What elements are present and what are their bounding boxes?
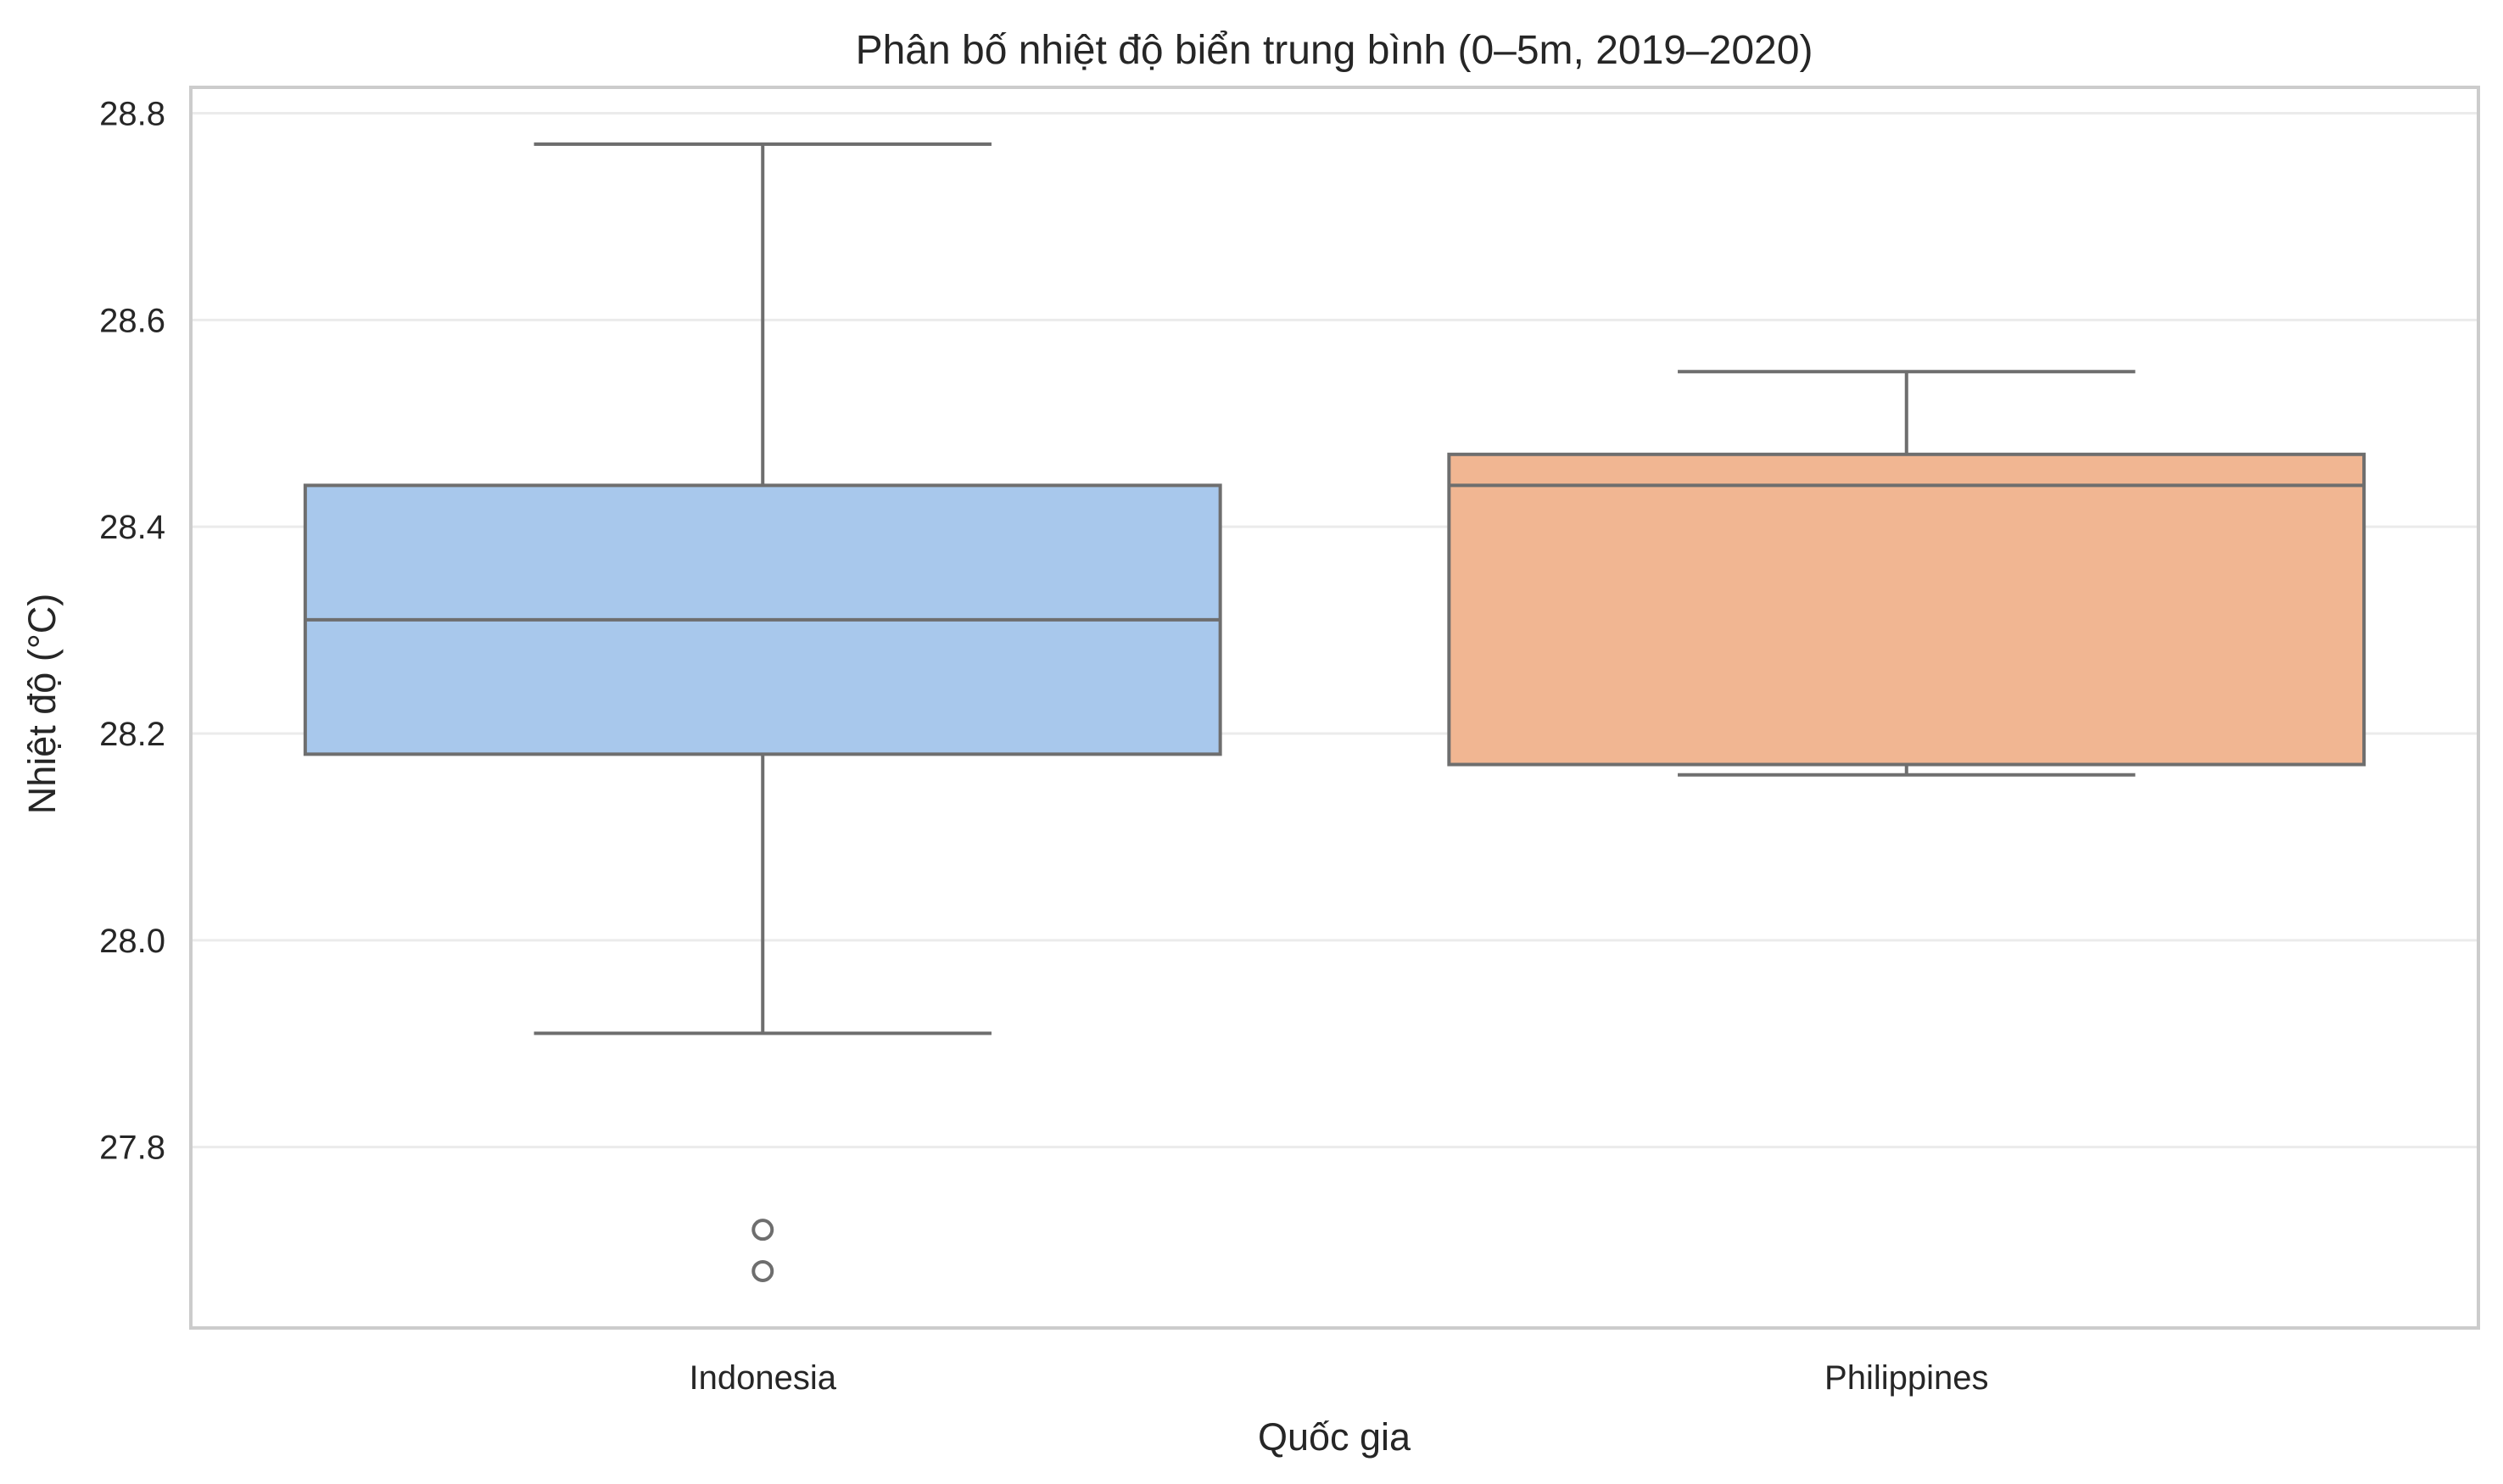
y-axis-label: Nhiệt độ (°C)	[20, 594, 64, 815]
iqr-box	[1447, 452, 2366, 767]
outlier-point	[751, 1259, 774, 1282]
y-axis-ticks: 27.8 28.0 28.2 28.4 28.6 28.8	[99, 95, 165, 1166]
chart-title: Phân bố nhiệt độ biển trung bình (0–5m, …	[856, 28, 1813, 73]
x-axis-label: Quốc gia	[1258, 1415, 1411, 1459]
boxes	[303, 142, 2366, 1282]
box-indonesia	[303, 142, 1222, 1282]
plot-frame	[189, 86, 2480, 1330]
x-tick-label: Philippines	[1824, 1359, 1988, 1397]
y-tick-label: 28.8	[99, 95, 165, 132]
y-tick-label: 28.6	[99, 302, 165, 339]
y-tick-label: 27.8	[99, 1130, 165, 1167]
box-philippines	[1447, 370, 2366, 777]
outlier-point	[751, 1219, 774, 1241]
y-tick-label: 28.4	[99, 509, 165, 546]
x-axis-ticks: Indonesia Philippines	[690, 1359, 1989, 1397]
y-tick-label: 28.0	[99, 923, 165, 960]
y-tick-label: 28.2	[99, 716, 165, 753]
x-tick-label: Indonesia	[690, 1359, 837, 1397]
